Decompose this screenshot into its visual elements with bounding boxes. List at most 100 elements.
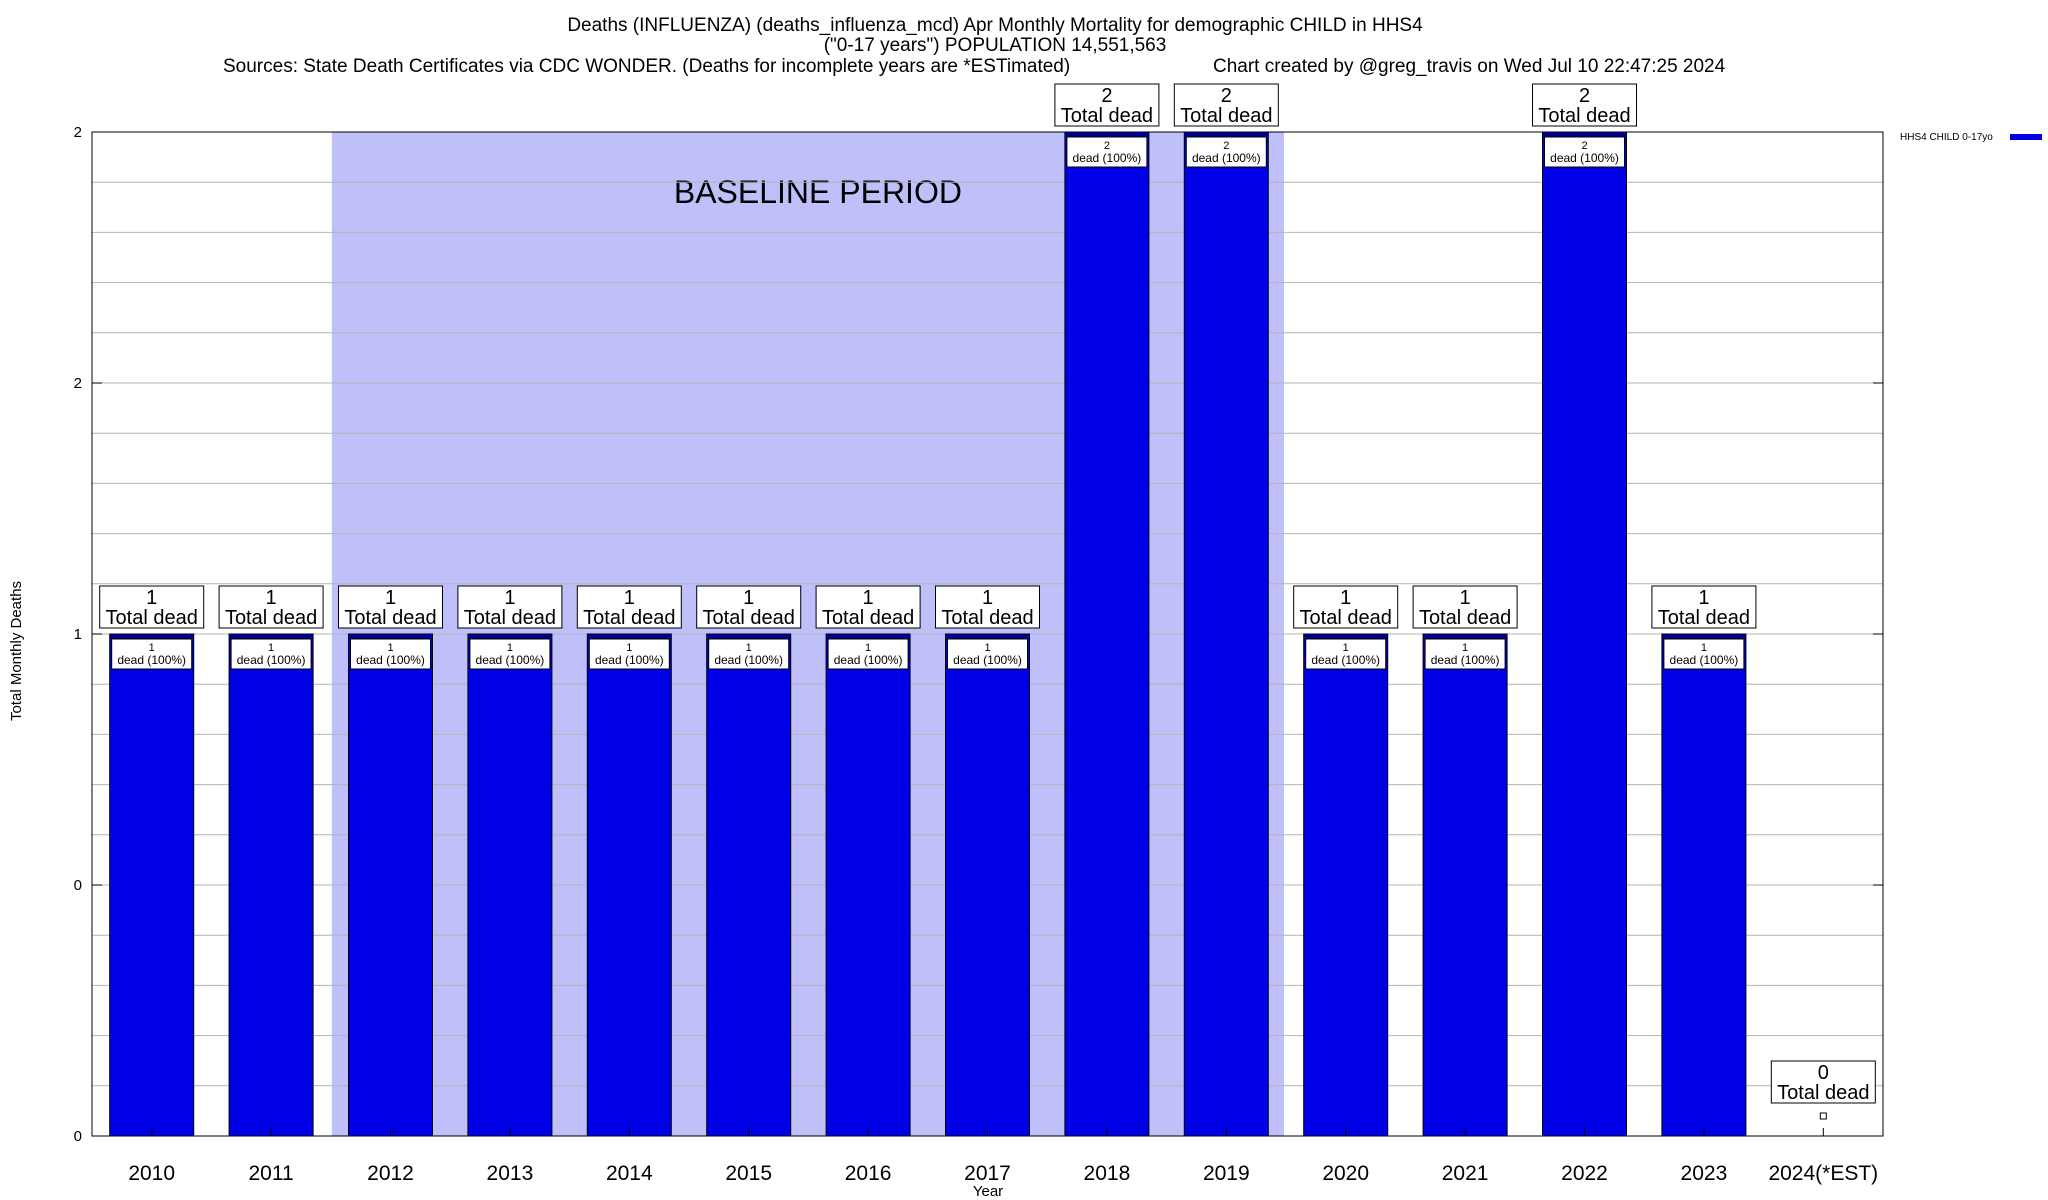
total-label-value: 2	[1101, 85, 1112, 107]
x-tick-label: 2017	[964, 1162, 1011, 1185]
segment-label-text: dead (100%)	[1670, 653, 1739, 667]
segment-label-box	[230, 638, 312, 670]
total-label-box	[1532, 83, 1637, 127]
bar-top-edge	[468, 635, 551, 639]
chart-credit: Chart created by @greg_travis on Wed Jul…	[1213, 56, 1726, 77]
segment-label-value: 1	[1343, 642, 1349, 654]
segment-label-box	[1424, 638, 1506, 670]
segment-label-box	[708, 638, 790, 670]
bar-2011	[228, 633, 314, 1137]
bar-2020	[1303, 633, 1389, 1137]
total-label-text: Total dead	[1538, 105, 1630, 127]
bar-2021	[1422, 633, 1508, 1137]
segment-label-text: dead (100%)	[117, 653, 186, 667]
y-axis-label: Total Monthly Deaths	[8, 581, 25, 721]
total-label-text: Total dead	[1419, 607, 1511, 629]
bar-2018	[1064, 131, 1150, 1137]
baseline-period-label: BASELINE PERIOD	[674, 174, 962, 210]
x-tick-label: 2013	[487, 1162, 534, 1185]
total-label-box	[1412, 585, 1518, 629]
total-label-value: 1	[146, 587, 157, 609]
segment-label-box	[111, 638, 193, 670]
total-label-box	[457, 585, 563, 629]
total-label-box	[1173, 83, 1279, 127]
segment-label-text: dead (100%)	[356, 653, 425, 667]
chart-title-line-1: Deaths (INFLUENZA) (deaths_influenza_mcd…	[567, 15, 1423, 36]
segment-label-text: dead (100%)	[1192, 151, 1261, 165]
total-label-box	[338, 585, 443, 629]
total-label-box	[218, 585, 324, 629]
total-label-value: 1	[385, 587, 396, 609]
bar-2019	[1183, 131, 1269, 1137]
segment-label-value: 1	[268, 642, 274, 654]
bar-2023	[1661, 633, 1747, 1137]
total-label-text: Total dead	[583, 607, 675, 629]
bar-top-edge	[1185, 133, 1268, 137]
legend-label: HHS4 CHILD 0-17yo	[1900, 132, 1993, 143]
segment-label-value: 1	[865, 642, 871, 654]
total-label-box	[815, 585, 921, 629]
x-tick-label: 2022	[1561, 1162, 1608, 1185]
x-tick-label: 2023	[1681, 1162, 1728, 1185]
x-tick-label: 2016	[845, 1162, 892, 1185]
segment-label-box	[1066, 136, 1148, 168]
segment-label-box	[1544, 136, 1625, 168]
x-tick-label: 2020	[1322, 1162, 1369, 1185]
segment-label-value: 2	[1223, 140, 1229, 152]
bar-top-edge	[110, 635, 193, 639]
bar-2012	[348, 633, 433, 1137]
total-label-text: Total dead	[1300, 607, 1392, 629]
x-tick-label: 2011	[249, 1162, 294, 1185]
chart-sources: Sources: State Death Certificates via CD…	[223, 56, 1070, 77]
total-label-box	[1651, 585, 1757, 629]
segment-label-box	[1663, 638, 1745, 670]
total-label-text: Total dead	[344, 607, 436, 629]
segment-label-text: dead (100%)	[1550, 151, 1619, 165]
legend-swatch	[2010, 134, 2042, 140]
segment-label-text: dead (100%)	[476, 653, 545, 667]
bar-top-edge	[588, 635, 671, 639]
total-label-text: Total dead	[225, 607, 317, 629]
total-label-text: Total dead	[1777, 1082, 1869, 1104]
segment-label-value: 1	[626, 642, 632, 654]
segment-label-box	[588, 638, 670, 670]
y-tick-label: 1	[74, 626, 82, 643]
x-tick-label: 2014	[606, 1162, 653, 1185]
segment-label-value: 1	[149, 642, 155, 654]
segment-label-value: 1	[984, 642, 990, 654]
bar-2017	[945, 633, 1030, 1137]
total-label-box	[1054, 83, 1160, 127]
segment-label-box	[469, 638, 551, 670]
segment-label-box	[1305, 638, 1387, 670]
total-label-text: Total dead	[106, 607, 198, 629]
segment-label-text: dead (100%)	[834, 653, 903, 667]
bar-2015	[706, 633, 792, 1137]
x-tick-label: 2015	[725, 1162, 772, 1185]
y-tick-label: 2	[74, 124, 82, 141]
segment-label-value: 2	[1581, 140, 1587, 152]
x-tick-label: 2012	[367, 1162, 414, 1185]
y-tick-label: 0	[74, 877, 82, 894]
x-axis-label: Year	[973, 1183, 1003, 1200]
segment-label-text: dead (100%)	[1311, 653, 1380, 667]
segment-label-value: 1	[1701, 642, 1707, 654]
total-label-text: Total dead	[1658, 607, 1750, 629]
total-label-value: 2	[1579, 85, 1590, 107]
total-label-box	[1770, 1060, 1876, 1104]
bar-2014	[586, 633, 672, 1137]
total-label-box	[1293, 585, 1399, 629]
segment-label-value: 1	[507, 642, 513, 654]
x-tick-label: 2019	[1203, 1162, 1250, 1185]
bar-2022	[1542, 131, 1627, 1137]
bar-2016	[825, 633, 911, 1137]
chart-title-line-2: ("0-17 years") POPULATION 14,551,563	[824, 35, 1167, 56]
total-label-box	[935, 585, 1040, 629]
total-label-box	[576, 585, 682, 629]
segment-label-value: 1	[1462, 642, 1468, 654]
y-tick-label: 0	[74, 1128, 82, 1145]
y-tick-label: 2	[74, 375, 82, 392]
total-label-value: 1	[982, 587, 993, 609]
bar-top-edge	[1543, 133, 1626, 137]
total-label-value: 1	[1340, 587, 1351, 609]
bar-top-edge	[1065, 133, 1148, 137]
